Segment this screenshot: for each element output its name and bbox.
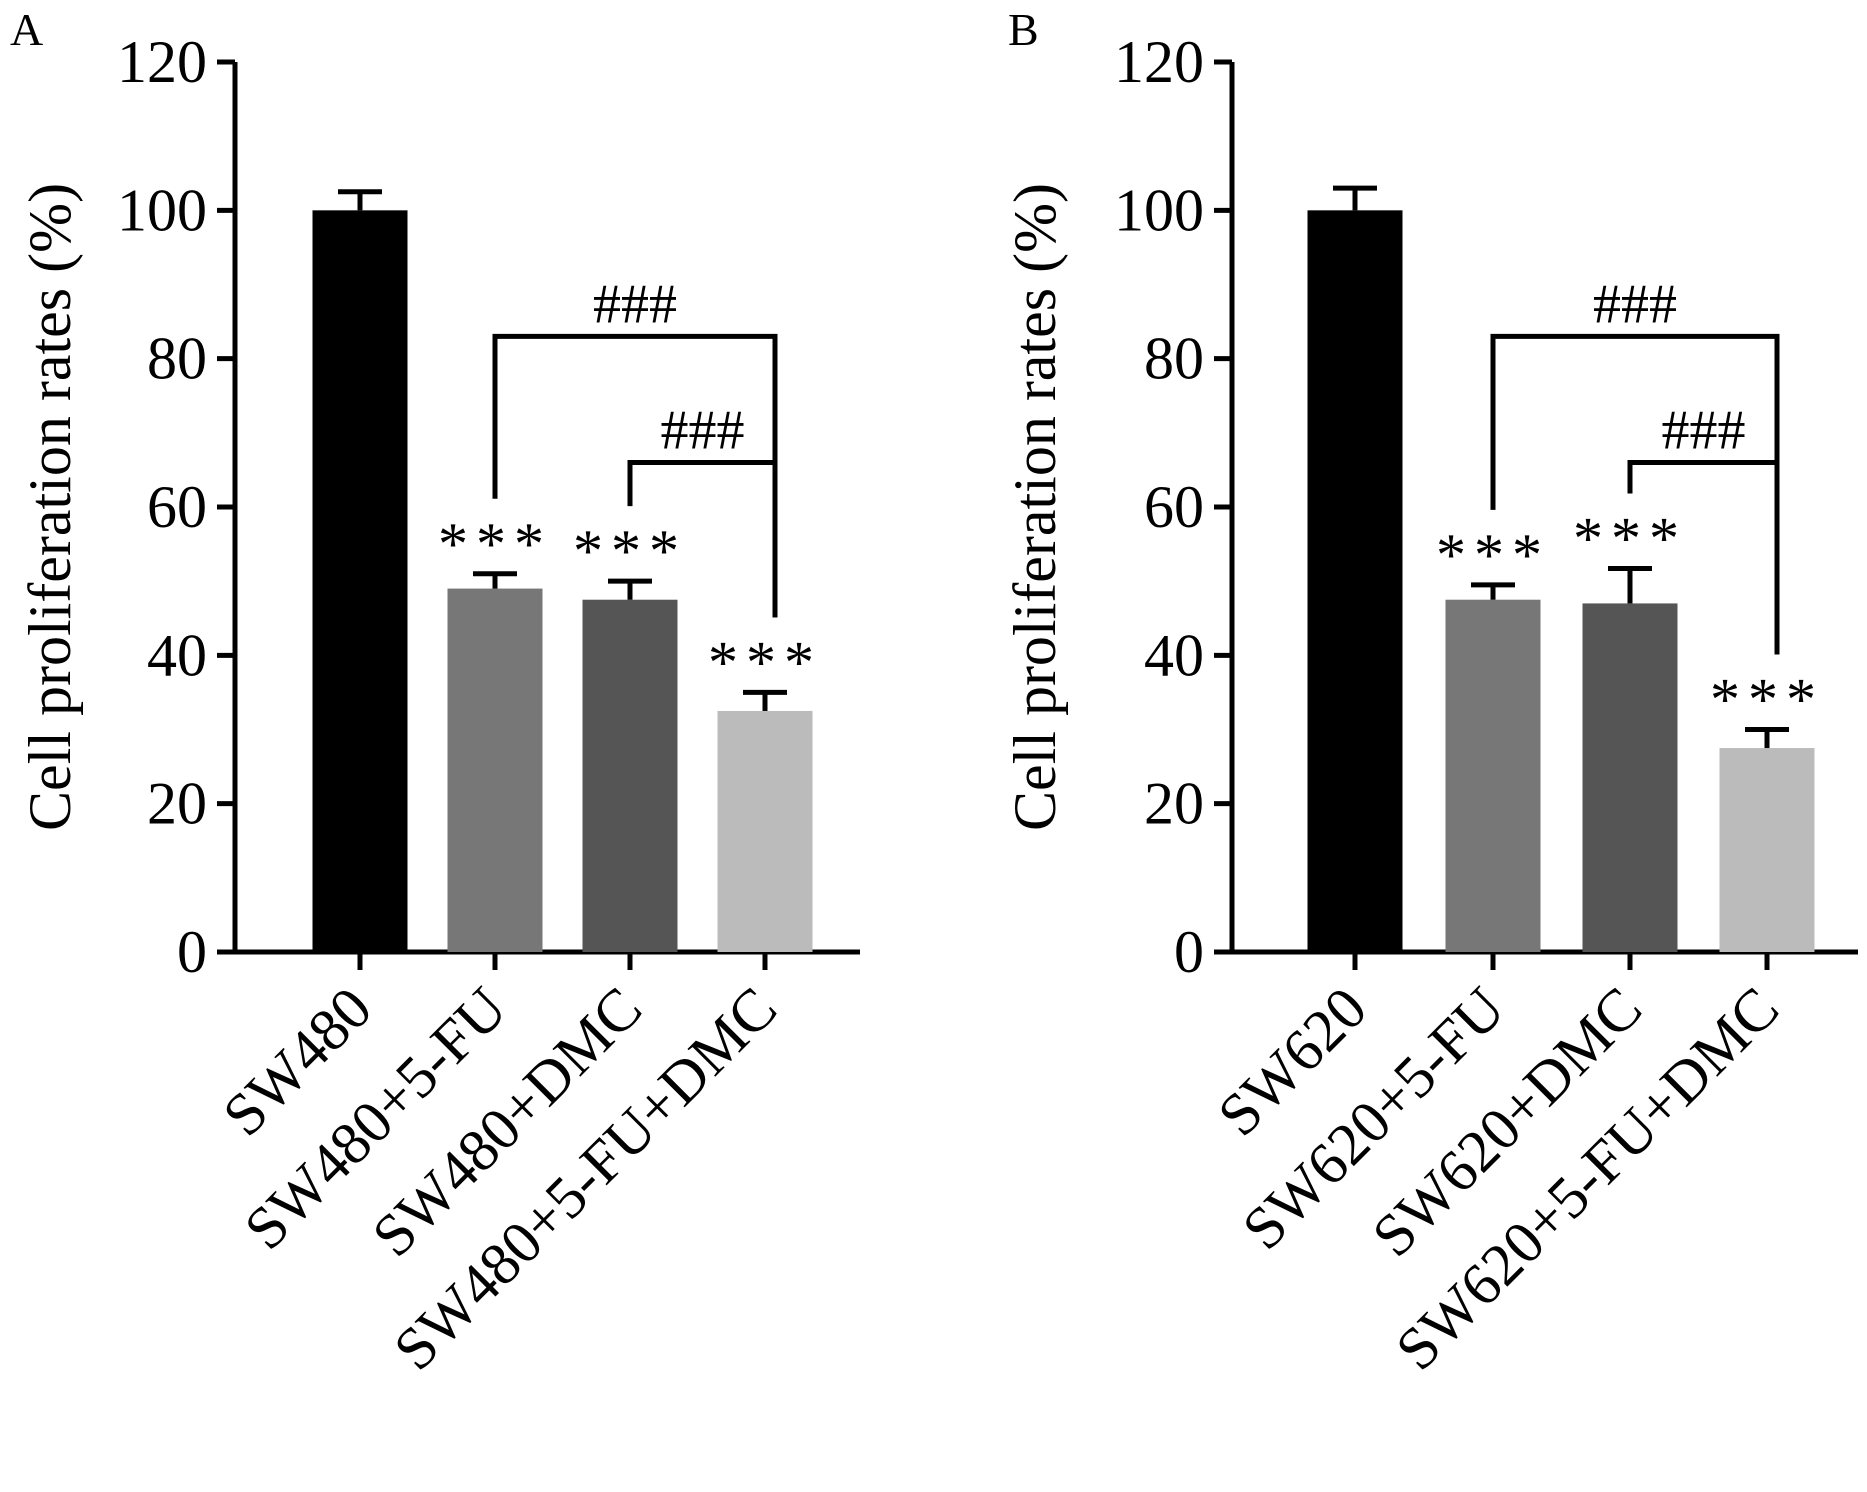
significance-stars: *** bbox=[1436, 522, 1550, 588]
panel-letter: A bbox=[10, 4, 43, 55]
y-tick-label: 0 bbox=[1174, 919, 1204, 985]
comparison-label: ### bbox=[593, 273, 677, 335]
y-tick-label: 40 bbox=[147, 622, 207, 688]
y-tick-label: 0 bbox=[177, 919, 207, 985]
y-axis-title: Cell proliferation rates (%) bbox=[17, 183, 83, 831]
bar bbox=[717, 710, 813, 952]
chart-panel-b: B 0 20 40 60 80 100 120 Cell proliferation rates… bbox=[1002, 4, 1858, 1383]
bar bbox=[1445, 599, 1541, 952]
bar bbox=[1307, 210, 1403, 953]
significance-stars: *** bbox=[1573, 506, 1687, 572]
y-tick-label: 40 bbox=[1144, 622, 1204, 688]
y-tick-label: 80 bbox=[1144, 326, 1204, 392]
comparison-bracket bbox=[627, 460, 778, 618]
significance-stars: *** bbox=[708, 629, 822, 695]
y-tick-label: 60 bbox=[147, 474, 207, 540]
y-tick-label: 60 bbox=[1144, 474, 1204, 540]
bar bbox=[312, 210, 408, 953]
significance-stars: *** bbox=[573, 518, 687, 584]
significance-stars: *** bbox=[438, 511, 552, 577]
comparison-label: ### bbox=[1662, 400, 1746, 462]
y-tick-label: 120 bbox=[117, 29, 207, 95]
comparison-label: ### bbox=[661, 400, 745, 462]
y-axis-title: Cell proliferation rates (%) bbox=[1002, 183, 1068, 831]
y-tick-label: 80 bbox=[147, 326, 207, 392]
bar bbox=[582, 599, 678, 952]
panel-letter: B bbox=[1008, 4, 1039, 55]
y-tick-label: 20 bbox=[147, 771, 207, 837]
comparison-label: ### bbox=[1593, 273, 1677, 335]
comparison-bracket bbox=[1627, 460, 1780, 655]
bar bbox=[447, 588, 543, 952]
y-tick-label: 20 bbox=[1144, 771, 1204, 837]
y-tick-label: 100 bbox=[117, 177, 207, 243]
y-tick-label: 120 bbox=[1114, 29, 1204, 95]
significance-stars: *** bbox=[1710, 667, 1824, 733]
chart-panel-a: A 0 20 40 60 80 100 120 Cell proliferation rates… bbox=[10, 4, 860, 1383]
bar bbox=[1582, 603, 1678, 952]
bar bbox=[1719, 748, 1815, 952]
y-tick-label: 100 bbox=[1114, 177, 1204, 243]
